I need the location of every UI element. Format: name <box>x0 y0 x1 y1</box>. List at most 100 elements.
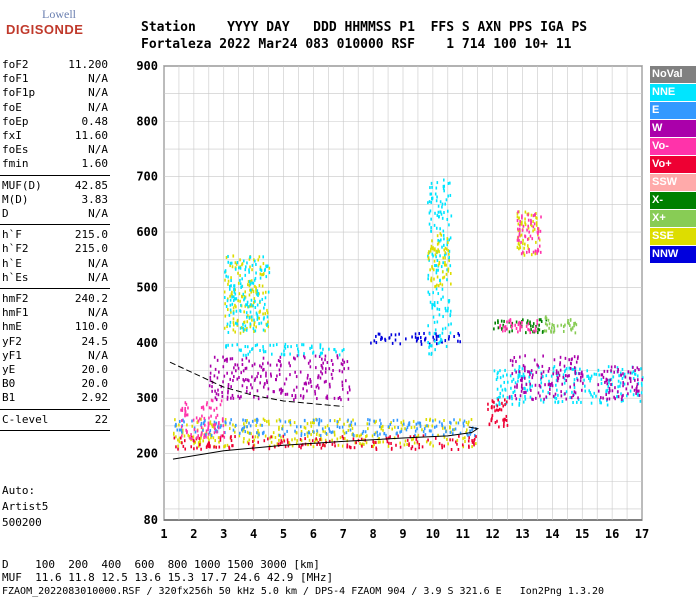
echo-point <box>233 430 236 434</box>
echo-point <box>517 242 520 246</box>
echo-point <box>534 212 536 216</box>
echo-point <box>261 431 264 435</box>
echo-point <box>636 374 639 378</box>
echo-point <box>517 227 519 231</box>
echo-point <box>533 329 535 333</box>
panel-separator <box>0 224 110 226</box>
echo-point <box>185 428 188 432</box>
echo-point <box>537 236 540 240</box>
echo-point <box>450 322 452 326</box>
echo-point <box>253 258 255 262</box>
echo-point <box>450 282 452 286</box>
echo-point <box>420 339 422 343</box>
echo-point <box>175 445 177 449</box>
echo-point <box>506 327 508 331</box>
echo-point <box>207 427 209 431</box>
echo-point <box>620 373 622 377</box>
echo-point <box>234 363 236 367</box>
echo-point <box>440 297 442 301</box>
echo-point <box>340 398 342 402</box>
echo-point <box>279 364 282 368</box>
echo-point <box>208 406 211 410</box>
param-key: yE <box>2 363 16 376</box>
echo-point <box>258 322 260 326</box>
echo-point <box>256 315 259 319</box>
echo-point <box>246 303 248 307</box>
param-key: h`E <box>2 256 22 270</box>
echo-point <box>237 271 239 275</box>
echo-point <box>531 397 533 401</box>
echo-point <box>249 325 252 329</box>
echo-point <box>244 419 247 423</box>
echo-point <box>239 266 242 270</box>
echo-point <box>589 379 591 383</box>
echo-point <box>268 422 270 426</box>
echo-point <box>555 371 558 375</box>
echo-point <box>218 445 221 449</box>
echo-point <box>196 436 198 440</box>
echo-point <box>473 441 475 445</box>
echo-point <box>491 400 494 404</box>
echo-point <box>373 339 376 343</box>
echo-point <box>518 231 521 235</box>
echo-point <box>226 359 228 363</box>
echo-point <box>256 375 258 379</box>
echo-point <box>249 322 252 326</box>
echo-point <box>599 401 601 405</box>
echo-point <box>641 377 643 381</box>
echo-point <box>360 437 363 441</box>
echo-point <box>387 444 390 448</box>
param-row: B1 2.92 <box>2 391 108 405</box>
echo-point <box>262 362 264 366</box>
echo-point <box>226 322 229 326</box>
echo-point <box>506 373 508 377</box>
param-key: hmE <box>2 320 22 334</box>
echo-point <box>380 422 382 426</box>
echo-point <box>343 431 346 435</box>
echo-point <box>228 313 231 317</box>
echo-point <box>593 372 596 376</box>
echo-point <box>435 424 438 428</box>
echo-point <box>619 384 621 388</box>
echo-point <box>521 375 523 379</box>
echo-point <box>606 397 608 401</box>
echo-point <box>256 420 258 424</box>
echo-point <box>432 268 435 272</box>
param-row: C-level 22 <box>2 413 108 427</box>
echo-point <box>441 202 444 206</box>
echo-point <box>375 341 378 345</box>
echo-point <box>544 383 546 387</box>
echo-point <box>433 425 436 429</box>
echo-point <box>433 259 436 263</box>
echo-point <box>502 374 505 378</box>
echo-point <box>211 425 214 429</box>
echo-point <box>360 433 363 437</box>
echo-point <box>441 283 444 287</box>
echo-point <box>229 264 231 268</box>
echo-point <box>532 214 535 218</box>
echo-point <box>517 379 519 383</box>
echo-point <box>625 387 628 391</box>
echo-point <box>633 388 636 392</box>
echo-point <box>231 444 233 448</box>
echo-point <box>402 419 405 423</box>
echo-point <box>350 423 353 427</box>
echo-point <box>471 439 473 443</box>
echo-point <box>447 181 450 185</box>
echo-point <box>529 382 531 386</box>
param-value: 240.2 <box>74 292 108 305</box>
echo-point <box>309 359 311 363</box>
echo-point <box>211 423 213 427</box>
echo-point <box>413 425 416 429</box>
echo-point <box>616 395 618 399</box>
echo-point <box>428 344 431 348</box>
echo-point <box>427 341 429 345</box>
echo-point <box>380 425 383 429</box>
echo-point <box>364 430 367 434</box>
echo-point <box>250 303 253 307</box>
echo-point <box>276 442 279 446</box>
echo-point <box>224 302 226 306</box>
echo-point <box>581 373 584 377</box>
echo-point <box>429 186 431 190</box>
echo-point <box>180 434 183 438</box>
